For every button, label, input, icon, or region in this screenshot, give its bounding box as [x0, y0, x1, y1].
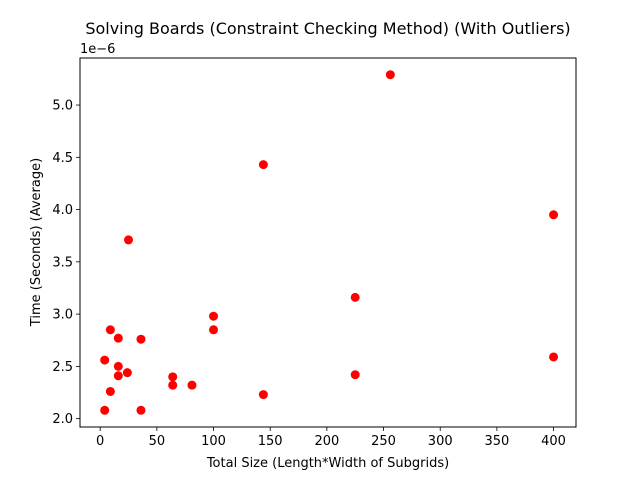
y-tick-label: 2.0: [52, 412, 73, 427]
chart-title: Solving Boards (Constraint Checking Meth…: [85, 19, 570, 38]
data-point: [385, 70, 395, 80]
data-point: [549, 352, 559, 362]
y-axis-label: Time (Seconds) (Average): [29, 158, 44, 327]
data-points: [100, 70, 559, 415]
data-point: [350, 370, 360, 380]
data-point: [113, 361, 123, 371]
x-tick-label: 350: [484, 434, 509, 449]
data-point: [209, 311, 219, 321]
y-tick-label: 2.5: [52, 360, 73, 375]
x-tick-label: 300: [428, 434, 453, 449]
x-tick-label: 400: [541, 434, 566, 449]
x-tick-label: 0: [96, 434, 104, 449]
data-point: [136, 405, 146, 415]
data-point: [100, 355, 110, 365]
y-tick-label: 4.0: [52, 203, 73, 218]
x-tick-label: 150: [258, 434, 283, 449]
x-tick-label: 100: [201, 434, 226, 449]
y-tick-label: 4.5: [52, 151, 73, 166]
data-point: [105, 386, 115, 396]
data-point: [258, 390, 268, 400]
data-point: [350, 292, 360, 302]
data-point: [124, 235, 134, 245]
plot-frame: [79, 57, 577, 428]
data-point: [136, 334, 146, 344]
y-tick-label: 5.0: [52, 99, 73, 114]
y-offset-label: 1e−6: [80, 42, 115, 57]
y-tick-label: 3.0: [52, 308, 73, 323]
y-tick-label: 3.5: [52, 255, 73, 270]
data-point: [168, 380, 178, 390]
x-tick-label: 200: [314, 434, 339, 449]
data-point: [168, 372, 178, 382]
data-point: [258, 160, 268, 170]
data-point: [209, 325, 219, 335]
x-tick-label: 50: [149, 434, 166, 449]
data-point: [113, 333, 123, 343]
data-point: [100, 405, 110, 415]
data-point: [549, 210, 559, 220]
x-tick-label: 250: [371, 434, 396, 449]
y-axis-ticks: 2.0 2.5 3.0 3.5 4.0 4.5 5.0: [52, 99, 80, 427]
x-axis-label: Total Size (Length*Width of Subgrids): [206, 456, 449, 471]
data-point: [113, 371, 123, 381]
data-point: [122, 368, 132, 378]
data-point: [187, 380, 197, 390]
x-axis-ticks: 0 50 100 150 200 250 300 350 400: [96, 427, 566, 449]
data-point: [105, 325, 115, 335]
